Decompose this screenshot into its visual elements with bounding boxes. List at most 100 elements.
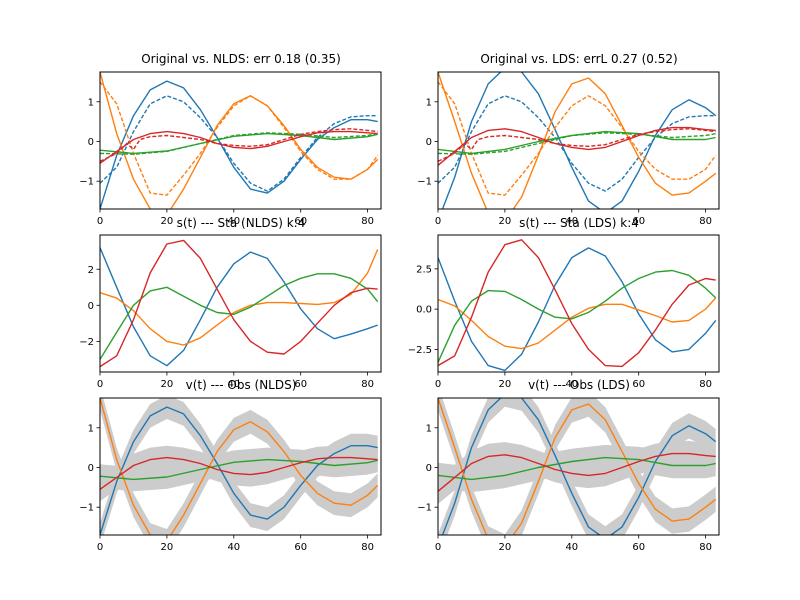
subplot-title-states-lds: s(t) --- Sta (LDS) k:4 <box>519 216 639 230</box>
series-line-2 <box>438 269 717 363</box>
series-line-1 <box>100 249 379 346</box>
x-tick-label-4: 80 <box>699 216 712 227</box>
y-tick-label-2: 1 <box>88 97 94 108</box>
series-line-1-dashed <box>100 95 378 192</box>
x-tick-label-4: 80 <box>361 379 374 390</box>
plot-area <box>100 72 379 209</box>
subplot-5: 0 20 40 60 80 −1 0 1 <box>417 397 720 553</box>
x-tick-label-0: 0 <box>97 379 103 390</box>
series-line-0 <box>441 398 717 535</box>
series-line-2 <box>100 273 379 360</box>
x-tick-label-4: 80 <box>361 216 374 227</box>
x-tick-label-0: 0 <box>435 216 441 227</box>
y-tick-label-0: −2 <box>79 337 94 348</box>
subplot-0: 0 20 40 60 80 −1 0 1 <box>79 71 382 227</box>
y-tick-label-2: 2 <box>88 265 94 276</box>
axes-frame <box>99 71 382 210</box>
series-line-0 <box>438 247 717 372</box>
axes-frame <box>437 397 720 536</box>
x-tick-label-3: 60 <box>294 216 307 227</box>
series-line-2 <box>438 456 716 481</box>
series-line-0 <box>100 406 378 535</box>
x-tick-label-4: 80 <box>699 379 712 390</box>
y-tick-label-0: −1 <box>79 177 94 188</box>
series-line-1 <box>438 398 717 535</box>
y-tick-label-1: 0 <box>426 137 432 148</box>
series-line-1 <box>438 297 717 350</box>
axes-frame <box>99 234 382 373</box>
x-tick-label-1: 20 <box>161 379 174 390</box>
x-tick-label-3: 60 <box>632 216 645 227</box>
y-tick-label-2: 1 <box>426 423 432 434</box>
x-tick-label-2: 40 <box>227 216 240 227</box>
y-tick-label-2: 2.5 <box>416 264 432 275</box>
series-line-3 <box>100 239 378 368</box>
axes-frame <box>437 234 720 373</box>
axes-frame <box>437 71 720 210</box>
x-tick-label-1: 20 <box>161 216 174 227</box>
confidence-band-1 <box>438 398 716 535</box>
series-line-2 <box>100 72 379 209</box>
x-tick-label-3: 60 <box>632 379 645 390</box>
series-line-3 <box>100 456 378 490</box>
x-tick-label-0: 0 <box>435 379 441 390</box>
x-tick-label-4: 80 <box>361 542 374 553</box>
y-tick-label-1: 0 <box>88 137 94 148</box>
series-line-5-dashed <box>100 132 378 155</box>
x-tick-label-1: 20 <box>161 542 174 553</box>
series-line-2 <box>100 458 378 481</box>
subplot-3: 0 20 40 60 80 −2.5 0.0 2.5 <box>408 234 720 390</box>
y-tick-label-1: 0.0 <box>416 305 432 316</box>
x-tick-label-0: 0 <box>97 542 103 553</box>
subplot-title-obs-lds: v(t) --- Obs (LDS) <box>528 378 630 392</box>
series-line-1-dashed <box>438 95 716 192</box>
subplot-2: 0 20 40 60 80 −2 0 2 <box>79 234 382 390</box>
series-line-3-dashed <box>100 81 379 196</box>
x-tick-label-2: 40 <box>565 542 578 553</box>
plot-area <box>438 72 717 209</box>
series-line-6 <box>438 126 716 166</box>
subplot-title-lds-comparison: Original vs. LDS: errL 0.27 (0.52) <box>480 52 677 66</box>
y-tick-label-1: 0 <box>88 463 94 474</box>
x-tick-label-0: 0 <box>435 542 441 553</box>
plot-area <box>438 239 717 372</box>
plot-area <box>100 239 379 368</box>
subplot-title-states-nlds: s(t) --- Sta (NLDS) k:4 <box>177 216 306 230</box>
x-tick-label-1: 20 <box>499 216 512 227</box>
series-line-2 <box>438 72 717 209</box>
y-tick-label-2: 1 <box>88 423 94 434</box>
plot-area <box>438 398 717 535</box>
subplot-1: 0 20 40 60 80 −1 0 1 <box>417 71 720 227</box>
series-line-3 <box>438 239 716 368</box>
subplot-title-nlds-comparison: Original vs. NLDS: err 0.18 (0.35) <box>141 52 341 66</box>
y-tick-label-2: 1 <box>426 97 432 108</box>
series-line-7-dashed <box>100 128 378 162</box>
y-tick-label-0: −1 <box>417 503 432 514</box>
x-tick-label-1: 20 <box>499 379 512 390</box>
subplot-titles-layer: Original vs. NLDS: err 0.18 (0.35) Origi… <box>141 52 677 392</box>
x-tick-label-3: 60 <box>294 379 307 390</box>
y-tick-label-1: 0 <box>426 463 432 474</box>
subplot-4: 0 20 40 60 80 −1 0 1 <box>79 397 382 553</box>
x-tick-label-4: 80 <box>699 542 712 553</box>
series-line-7-dashed <box>438 128 716 162</box>
confidence-band-3 <box>438 440 716 504</box>
series-line-6 <box>100 130 378 164</box>
series-line-1 <box>100 398 379 535</box>
x-tick-label-1: 20 <box>499 542 512 553</box>
plot-area <box>100 398 379 535</box>
y-tick-label-0: −1 <box>79 503 94 514</box>
x-tick-label-2: 40 <box>565 379 578 390</box>
series-line-3 <box>438 452 716 492</box>
x-tick-label-0: 0 <box>97 216 103 227</box>
confidence-band-1 <box>100 398 378 535</box>
axes-frame <box>99 397 382 536</box>
y-tick-label-0: −2.5 <box>408 345 432 356</box>
y-tick-label-0: −1 <box>417 177 432 188</box>
y-tick-label-1: 0 <box>88 301 94 312</box>
series-line-3-dashed <box>438 81 717 196</box>
series-line-0 <box>100 80 378 209</box>
x-tick-label-3: 60 <box>294 542 307 553</box>
